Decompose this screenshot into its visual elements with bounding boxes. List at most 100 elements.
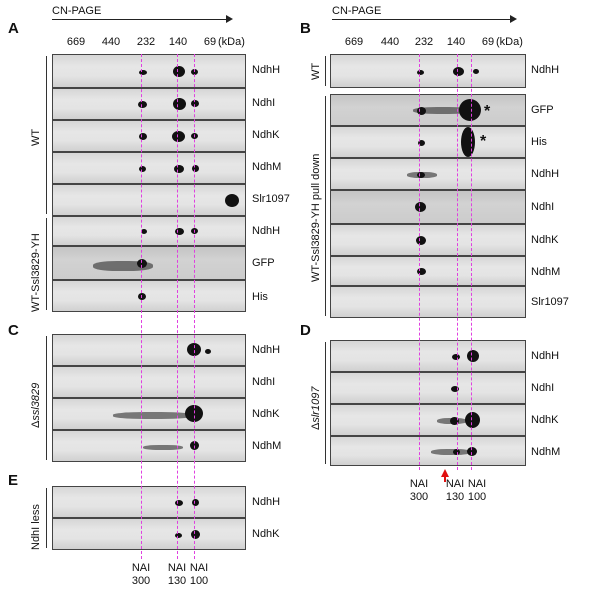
gene-label-d-ndhh: NdhH bbox=[531, 350, 560, 362]
nai-100-left: NAI 100 bbox=[189, 562, 209, 587]
blot-c-ndhh bbox=[52, 334, 246, 366]
gene-label-b-ndhm: NdhM bbox=[531, 266, 561, 278]
gene-label-b-gfp: GFP bbox=[531, 104, 554, 116]
red-arrow-marker bbox=[441, 469, 449, 477]
blot-a-slr1097 bbox=[52, 184, 246, 216]
bracket-a-yh bbox=[46, 218, 47, 310]
group-label-a-yh: WT-Ssl3829-YH bbox=[30, 233, 42, 312]
group-label-a-wt: WT bbox=[30, 128, 42, 146]
blot-a-yh-his bbox=[52, 280, 246, 312]
guide-line-left-nai300 bbox=[141, 54, 142, 559]
gene-label-a-ndhh: NdhH bbox=[252, 64, 281, 76]
blot-a-yh-gfp bbox=[52, 246, 246, 280]
tick-69-left: 69 bbox=[203, 36, 217, 48]
group-label-d: Δslr1097 bbox=[310, 386, 322, 430]
axis-arrowhead-left bbox=[226, 15, 233, 23]
blot-e-ndhk bbox=[52, 518, 246, 550]
tick-440-right: 440 bbox=[380, 36, 400, 48]
tick-669-left: 669 bbox=[66, 36, 86, 48]
blot-b-ndhh bbox=[330, 158, 526, 190]
tick-232-left: 232 bbox=[136, 36, 156, 48]
blot-a-ndhk bbox=[52, 120, 246, 152]
group-label-e: NdhI less bbox=[30, 504, 42, 550]
blot-a-ndhh bbox=[52, 54, 246, 88]
blot-a-ndhi bbox=[52, 88, 246, 120]
gene-label-a-ndhm: NdhM bbox=[252, 161, 282, 173]
tick-140-left: 140 bbox=[168, 36, 188, 48]
bracket-b-wt bbox=[325, 56, 326, 86]
gene-label-c-ndhh: NdhH bbox=[252, 344, 281, 356]
group-label-c: Δssl3829 bbox=[30, 382, 42, 428]
gene-label-b-his: His bbox=[531, 136, 547, 148]
gene-label-d-ndhi: NdhI bbox=[531, 382, 555, 394]
gene-label-e-ndhh: NdhH bbox=[252, 496, 281, 508]
axis-title-right: CN-PAGE bbox=[332, 5, 382, 17]
tick-440-left: 440 bbox=[101, 36, 121, 48]
bracket-b-pulldown bbox=[325, 96, 326, 316]
red-arrow-stem bbox=[444, 476, 446, 482]
nai-130-right: NAI 130 bbox=[445, 478, 465, 503]
gene-label-a-ndhk: NdhK bbox=[252, 129, 280, 141]
bracket-d bbox=[325, 342, 326, 464]
blot-a-ndhm bbox=[52, 152, 246, 184]
panel-label-a: A bbox=[8, 20, 19, 37]
gene-label-c-ndhk: NdhK bbox=[252, 408, 280, 420]
bracket-a-wt bbox=[46, 56, 47, 214]
tick-232-right: 232 bbox=[414, 36, 434, 48]
gene-label-a-yh-his: His bbox=[252, 291, 268, 303]
group-label-b-wt: WT bbox=[310, 62, 322, 80]
blot-b-ndhm bbox=[330, 256, 526, 286]
gene-label-b-slr1097: Slr1097 bbox=[531, 296, 569, 308]
asterisk-b-his: * bbox=[480, 133, 487, 150]
blot-e-ndhh bbox=[52, 486, 246, 518]
blot-d-ndhm bbox=[330, 436, 526, 466]
panel-label-e: E bbox=[8, 472, 19, 489]
gene-label-b-wt-ndhh: NdhH bbox=[531, 64, 560, 76]
guide-line-right-nai300 bbox=[419, 54, 420, 470]
axis-arrow-right bbox=[332, 19, 512, 20]
blot-c-ndhi bbox=[52, 366, 246, 398]
nai-300-right: NAI 300 bbox=[409, 478, 429, 503]
nai-100-right: NAI 100 bbox=[467, 478, 487, 503]
gene-label-b-ndhh: NdhH bbox=[531, 168, 560, 180]
blot-c-ndhm bbox=[52, 430, 246, 462]
gene-label-a-yh-ndhh: NdhH bbox=[252, 225, 281, 237]
blot-b-ndhi bbox=[330, 190, 526, 224]
panel-label-c: C bbox=[8, 322, 19, 339]
guide-line-left-nai130 bbox=[177, 54, 178, 559]
guide-line-right-nai100 bbox=[471, 54, 472, 470]
gene-label-c-ndhi: NdhI bbox=[252, 376, 276, 388]
asterisk-b-gfp: * bbox=[484, 103, 491, 120]
bracket-c bbox=[46, 336, 47, 460]
kda-unit-left: (kDa) bbox=[218, 36, 245, 48]
blot-b-wt-ndhh bbox=[330, 54, 526, 88]
gene-label-a-ndhi: NdhI bbox=[252, 97, 276, 109]
blot-b-ndhk bbox=[330, 224, 526, 256]
kda-unit-right: (kDa) bbox=[496, 36, 523, 48]
gene-label-b-ndhk: NdhK bbox=[531, 234, 559, 246]
panel-label-d: D bbox=[300, 322, 311, 339]
nai-130-left: NAI 130 bbox=[167, 562, 187, 587]
tick-140-right: 140 bbox=[446, 36, 466, 48]
blot-c-ndhk bbox=[52, 398, 246, 430]
blot-a-yh-ndhh bbox=[52, 216, 246, 246]
gene-label-a-slr1097: Slr1097 bbox=[252, 193, 290, 205]
tick-669-right: 669 bbox=[344, 36, 364, 48]
gene-label-c-ndhm: NdhM bbox=[252, 440, 282, 452]
nai-300-left: NAI 300 bbox=[131, 562, 151, 587]
blot-b-slr1097 bbox=[330, 286, 526, 318]
blot-d-ndhh bbox=[330, 340, 526, 372]
blot-b-his bbox=[330, 126, 526, 158]
blot-d-ndhi bbox=[330, 372, 526, 404]
blot-b-gfp bbox=[330, 94, 526, 126]
group-label-b-pulldown: WT-Ssl3829-YH pull down bbox=[310, 153, 322, 282]
gene-label-e-ndhk: NdhK bbox=[252, 528, 280, 540]
tick-69-right: 69 bbox=[481, 36, 495, 48]
gene-label-d-ndhm: NdhM bbox=[531, 446, 561, 458]
axis-title-left: CN-PAGE bbox=[52, 5, 102, 17]
guide-line-left-nai100 bbox=[194, 54, 195, 559]
gene-label-b-ndhi: NdhI bbox=[531, 201, 555, 213]
gene-label-a-yh-gfp: GFP bbox=[252, 257, 275, 269]
axis-arrowhead-right bbox=[510, 15, 517, 23]
gene-label-d-ndhk: NdhK bbox=[531, 414, 559, 426]
